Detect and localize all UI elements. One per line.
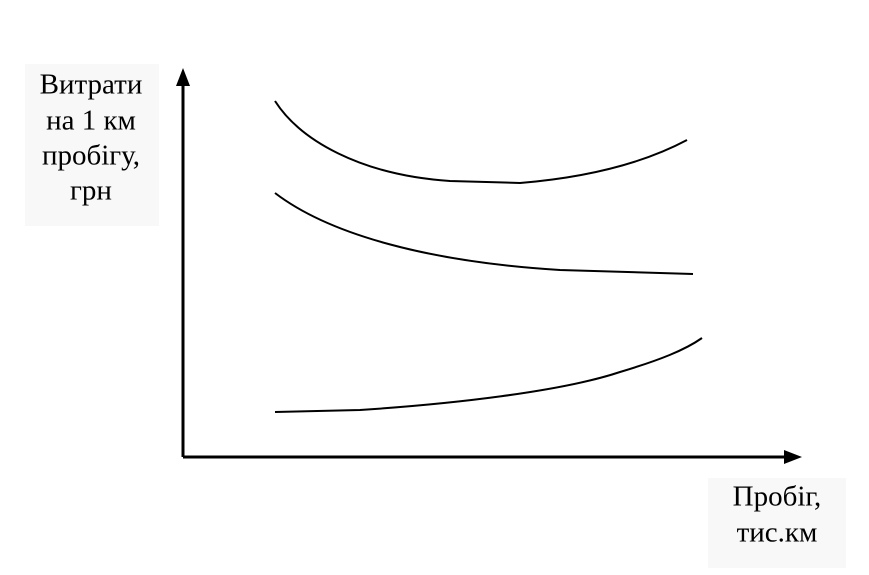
x-label-box <box>708 478 846 568</box>
y-axis-label: пробігу, <box>42 140 140 172</box>
y-label-box <box>25 64 159 226</box>
x-axis-arrow <box>784 450 802 464</box>
fixed-cost-curve <box>274 192 694 275</box>
x-axis-label: Пробіг, <box>733 481 822 513</box>
x-axis-label: тис.км <box>737 517 818 549</box>
variable-cost-curve <box>274 337 703 413</box>
y-axis-label: Витрати <box>40 69 143 101</box>
total-cost-curve <box>274 100 688 185</box>
y-axis-label: на 1 км <box>46 105 136 137</box>
y-axis-label: грн <box>70 175 112 207</box>
y-axis-arrow <box>176 68 190 86</box>
